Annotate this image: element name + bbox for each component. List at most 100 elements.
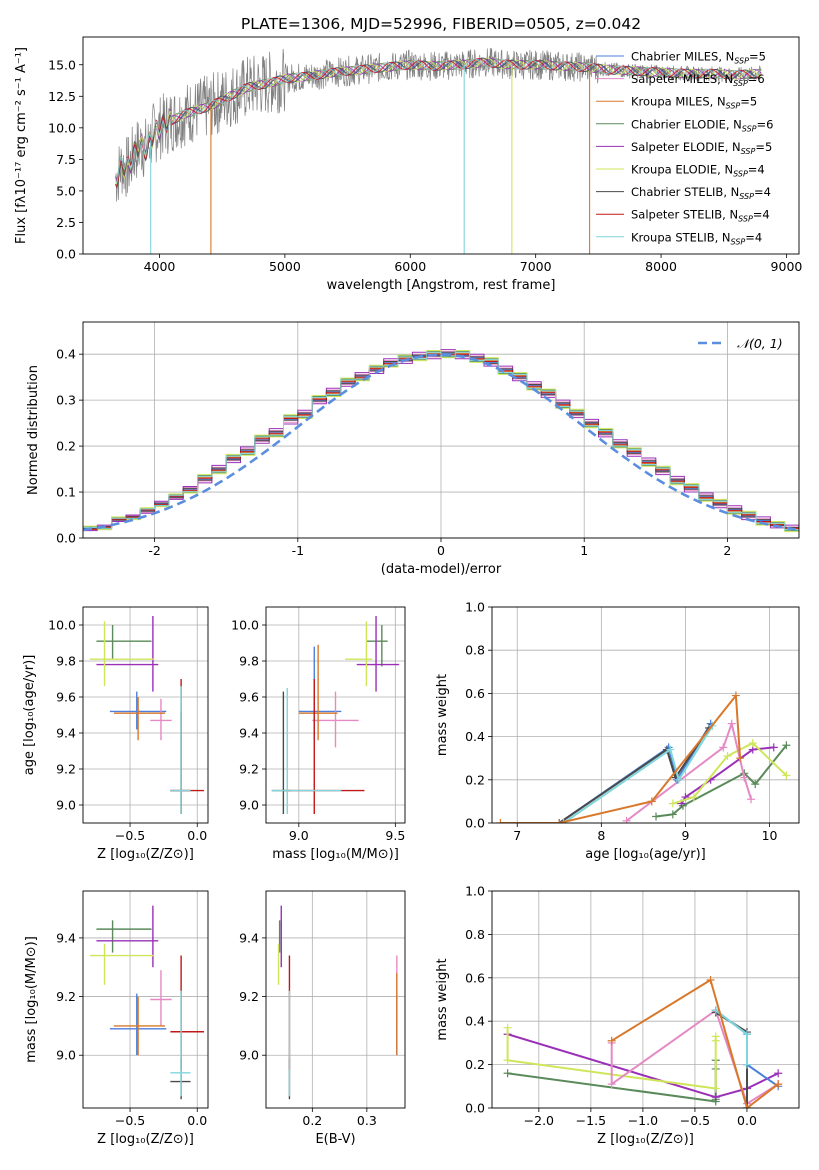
legend-label-suffix: =4 [753, 208, 770, 222]
legend-label-suffix: =4 [748, 163, 765, 177]
x-tick-label: 7 [513, 828, 521, 843]
x-tick-label: −1.0 [628, 1113, 658, 1128]
x-tick-label: 5000 [269, 259, 301, 274]
axes-frame [82, 606, 209, 824]
mass-weight-marker [748, 739, 757, 748]
y-tick-label: 9.6 [56, 690, 76, 705]
y-tick-label: 9.2 [239, 762, 259, 777]
y-tick-label: 5.0 [56, 183, 76, 198]
mass-weight-marker [742, 1060, 751, 1069]
y-tick-label: 0.0 [56, 531, 76, 546]
mass-weight-marker [711, 1084, 720, 1093]
legend-label-name: Chabrier ELODIE, N [631, 117, 742, 131]
y-tick-label: 0.8 [465, 643, 485, 658]
axes-frame [82, 890, 209, 1109]
mass-weight-marker [719, 743, 728, 752]
mass-weight-marker [559, 819, 568, 823]
y-tick-label: 0.4 [465, 1014, 485, 1029]
x-tick-label: 10 [762, 828, 778, 843]
x-tick-label: 8 [597, 828, 605, 843]
y-tick-label: 9.4 [239, 930, 259, 945]
x-tick-label: 0.0 [187, 828, 207, 843]
x-tick-label: 1 [580, 543, 588, 558]
mass-weight-marker [727, 719, 736, 728]
legend-label-name: Chabrier MILES, N [631, 50, 734, 64]
x-tick-label: 0.2 [302, 1113, 322, 1128]
model-spectrum-line [115, 58, 762, 188]
mass-weight-marker [668, 799, 677, 808]
legend-label: Salpeter ELODIE, NSSP=5 [631, 140, 772, 156]
y-tick-label: 9.0 [239, 1048, 259, 1063]
y-tick-label: 0.0 [56, 247, 76, 262]
legend-label-name: Kroupa STELIB, N [631, 230, 731, 244]
mass-weight-marker [503, 1023, 512, 1032]
y-tick-label: 0.3 [56, 393, 76, 408]
mass-weight-marker [666, 745, 675, 754]
mass-weight-marker [742, 1030, 751, 1039]
mass-weight-marker [503, 1056, 512, 1065]
y-tick-label: 9.2 [56, 989, 76, 1004]
x-tick-label: 9.5 [385, 828, 405, 843]
axes-frame [82, 36, 800, 255]
y-axis-label: mass [log₁₀(M/M⊙)] [24, 936, 39, 1063]
y-tick-label: 9.4 [56, 930, 76, 945]
mass-weight-marker [723, 752, 732, 761]
legend-label-sub: SSP [726, 102, 741, 111]
legend-label: Kroupa MILES, NSSP=5 [631, 95, 757, 111]
age-vs-Z-panel: −0.5 0.0 9.0 9.2 9.4 9.6 9.8 10.0 Z [log₁₀(Z/Z⊙)… [22, 606, 209, 862]
mass-weight-marker [774, 1069, 783, 1078]
x-tick-label: -2 [148, 543, 160, 558]
mass-weight-marker [503, 1069, 512, 1078]
y-axis-label: Normed distribution [26, 365, 41, 495]
x-tick-label: −0.5 [680, 1113, 710, 1128]
mass-weight-marker [711, 1093, 720, 1102]
plot-area [115, 47, 762, 254]
x-tick-label: 0.0 [187, 1113, 207, 1128]
legend-label: Chabrier MILES, NSSP=5 [631, 50, 766, 66]
mass-weight-marker [774, 1080, 783, 1089]
y-tick-label: 9.8 [56, 654, 76, 669]
x-axis-label: (data-model)/error [381, 562, 502, 577]
x-tick-label: 0 [437, 543, 445, 558]
y-tick-label: 0.2 [56, 439, 76, 454]
x-tick-label: 9 [681, 828, 689, 843]
legend-label-sub: SSP [739, 192, 754, 201]
mass-weight-line [558, 727, 710, 823]
x-tick-label: 7000 [520, 259, 552, 274]
x-tick-label: 2 [723, 543, 731, 558]
mass-weight-marker [647, 797, 656, 806]
legend-label: Kroupa STELIB, NSSP=4 [631, 230, 762, 246]
mass-weight-marker [674, 775, 683, 784]
mass-weight-marker [751, 780, 760, 789]
plot-area [89, 616, 204, 814]
y-tick-label: 9.8 [239, 654, 259, 669]
legend-label: Kroupa ELODIE, NSSP=4 [631, 163, 765, 179]
y-axis-label: mass weight [435, 674, 450, 756]
mass-weight-marker [769, 743, 778, 752]
axes-frame [82, 321, 800, 539]
legend-label: Chabrier STELIB, NSSP=4 [631, 185, 771, 201]
y-tick-label: 0.6 [465, 686, 485, 701]
legend-label-suffix: =5 [755, 140, 772, 154]
x-axis-label: Z [log₁₀(Z/Z⊙)] [97, 847, 194, 862]
y-tick-label: 0.4 [465, 729, 485, 744]
legend-label-suffix: =6 [757, 117, 774, 131]
x-axis-label: Z [log₁₀(Z/Z⊙)] [97, 1132, 194, 1147]
legend-label-suffix: =4 [754, 185, 771, 199]
y-tick-label: 1.0 [465, 600, 485, 615]
legend-label-sub: SSP [742, 124, 757, 133]
legend-label-suffix: =6 [748, 72, 765, 86]
x-tick-label: 8000 [645, 259, 677, 274]
x-axis-label: mass [log₁₀(M/M⊙)] [272, 847, 399, 862]
legend-label-sub: SSP [734, 57, 749, 66]
mass-weight-vs-age-panel: 7 8 9 10 0.0 0.2 0.4 0.6 0.8 1.0 age [log₁₀(age/yr… [435, 600, 800, 862]
plot-area [277, 905, 398, 1100]
mass-weight-marker [668, 810, 677, 819]
x-tick-label: 6000 [394, 259, 426, 274]
mass-weight-marker [496, 819, 505, 823]
x-tick-label: 9000 [771, 259, 803, 274]
x-tick-label: 0.3 [357, 1113, 377, 1128]
legend-label-name: Salpeter ELODIE, N [631, 140, 741, 154]
y-axis-label: mass weight [435, 958, 450, 1040]
